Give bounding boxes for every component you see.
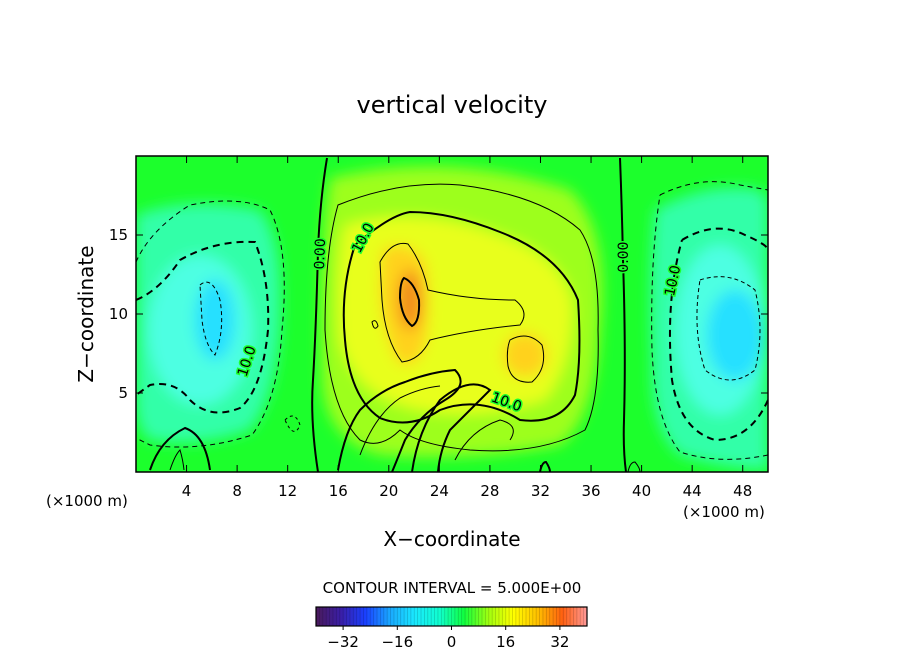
contour-zero-left <box>311 157 328 472</box>
contour-pos20 <box>398 276 421 328</box>
contour-neg5-right <box>651 181 768 460</box>
x-tick-label: 8 <box>232 482 242 500</box>
y-axis-title: Z−coordinate <box>74 245 98 382</box>
contour-neg-core-left <box>199 281 223 356</box>
contour-neg10-right <box>669 227 768 442</box>
y-tick-label: 10 <box>109 305 128 323</box>
colorbar-tick-label: −32 <box>327 633 359 651</box>
contour-label: 0.00 <box>616 242 632 273</box>
x-tick-label: 40 <box>632 482 651 500</box>
contour-label: 0.00 <box>312 238 329 270</box>
contour-small-4 <box>284 415 301 432</box>
colorbar-tick-label: 32 <box>550 633 569 651</box>
x-tick-label: 24 <box>430 482 449 500</box>
contour-small-3 <box>627 461 641 472</box>
contour-pos15 <box>379 242 525 363</box>
chart-title: vertical velocity <box>357 91 548 119</box>
contour-interval-value: 5.000E+00 <box>497 579 581 597</box>
contour-small-1 <box>371 320 379 329</box>
contour-interval-label: CONTOUR INTERVAL = <box>323 579 493 597</box>
x-unit-label-left: (×1000 m) <box>46 492 128 510</box>
contour-zero-right <box>619 157 627 472</box>
x-tick-label: 20 <box>379 482 398 500</box>
field-shading <box>136 166 768 470</box>
contour-neg10-left <box>136 240 270 414</box>
colorbar-tick-label: −16 <box>381 633 413 651</box>
x-unit-label-right: (×1000 m) <box>683 503 765 521</box>
x-tick-label: 4 <box>182 482 192 500</box>
x-tick-label: 16 <box>329 482 348 500</box>
contour-neg5-left <box>136 200 285 448</box>
x-tick-label: 48 <box>733 482 752 500</box>
contour-lower-wave-4 <box>454 419 514 461</box>
x-tick-label: 28 <box>480 482 499 500</box>
y-axis-ticks: 5 10 15 <box>109 226 768 402</box>
colorbar-tick-label: 0 <box>447 633 457 651</box>
x-tick-label: 32 <box>531 482 550 500</box>
contour-small-2 <box>539 460 551 472</box>
y-tick-label: 15 <box>109 226 128 244</box>
x-axis-ticks: 4 8 12 16 20 24 28 32 36 40 44 48 <box>182 156 752 500</box>
updraft-secondary-max <box>503 333 547 377</box>
x-tick-label: 12 <box>278 482 297 500</box>
contour-neg-right-inner <box>696 276 761 381</box>
colorbar: −32 −16 0 16 32 <box>315 606 588 651</box>
x-tick-label: 36 <box>581 482 600 500</box>
colorbar-fill <box>316 607 587 626</box>
contour-pos5 <box>324 183 599 452</box>
colorbar-tick-label: 16 <box>496 633 515 651</box>
contour-pos10 <box>342 210 581 424</box>
contour-lower-wave-2 <box>359 385 441 456</box>
contour-pos-bottom-left <box>149 426 211 471</box>
contour-lower-wave-3 <box>411 383 492 472</box>
downdraft-right-core <box>707 290 763 380</box>
contour-pos15-secondary <box>506 335 545 383</box>
x-axis-title: X−coordinate <box>383 527 520 551</box>
contour-interval: CONTOUR INTERVAL = 5.000E+00 <box>323 579 582 597</box>
contour-lines <box>136 157 768 472</box>
x-tick-label: 44 <box>683 482 702 500</box>
y-tick-label: 5 <box>118 384 128 402</box>
contour-lower-wave <box>337 368 462 472</box>
downdraft-left-core <box>195 280 235 360</box>
contour-pos-bottom-left-inner <box>169 449 185 471</box>
